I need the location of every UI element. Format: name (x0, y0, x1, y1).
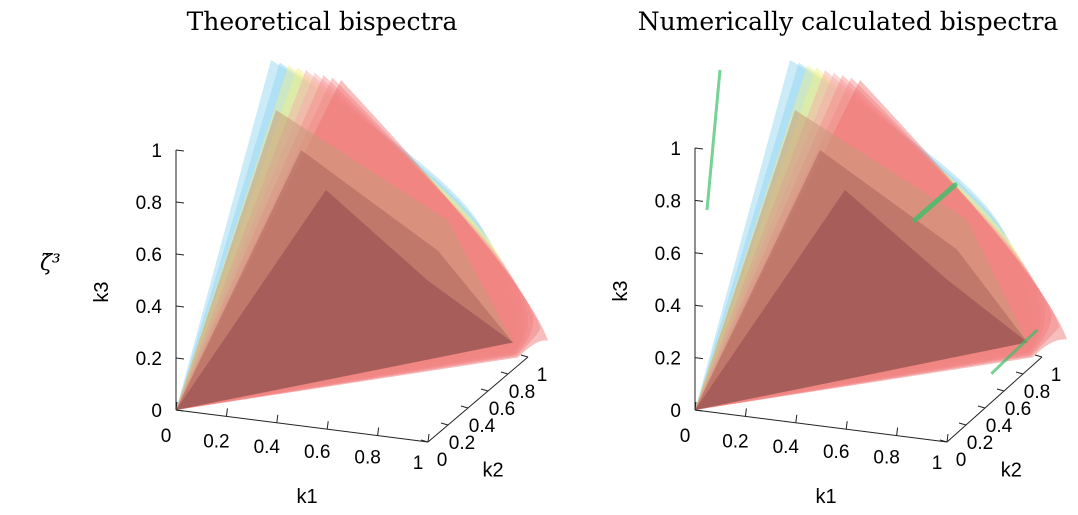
k2-tick-label: 0 (956, 450, 967, 471)
chart-title: Numerically calculated bispectra (638, 7, 1059, 36)
k1-tick-label: 0.4 (254, 437, 281, 458)
k2-tick (996, 388, 1005, 392)
k2-tick-label: 0.4 (469, 416, 496, 437)
k3-tick-label: 0.6 (655, 244, 681, 265)
k3-tick-label: 1 (670, 139, 681, 160)
k1-tick (326, 421, 329, 430)
k3-tick (694, 304, 704, 307)
k3-tick-label: 0.8 (136, 193, 162, 214)
k2-tick (480, 388, 489, 392)
highlight-edge (705, 69, 722, 211)
k2-tick (500, 371, 509, 375)
k1-tick (946, 433, 949, 443)
k2-tick (1015, 371, 1024, 375)
k2-tick-label: 0 (437, 450, 448, 471)
isosurface-core (176, 150, 513, 410)
isosurface-core (176, 190, 513, 410)
k2-axis-line (427, 356, 529, 443)
k2-tick (460, 405, 469, 409)
k1-tick-label: 0.8 (873, 448, 899, 469)
k2-tick (958, 422, 967, 426)
k2-tick-label: 0.6 (1005, 399, 1031, 420)
k3-tick (175, 409, 185, 412)
panel-numerical: Numerically calculated bispectra00.20.40… (610, 7, 1067, 508)
k1-tick-label: 0 (680, 426, 691, 447)
k3-tick (694, 357, 704, 360)
k1-axis-line (694, 409, 948, 443)
k1-tick (427, 433, 430, 443)
k3-tick (175, 253, 185, 256)
k3-tick-label: 0.8 (655, 191, 681, 212)
k3-tick (175, 201, 185, 204)
k2-tick-label: 0.8 (1024, 382, 1050, 403)
k3-axis-label: k3 (610, 280, 632, 301)
k1-tick-label: 0.6 (823, 442, 849, 463)
k3-tick-label: 0 (670, 401, 681, 422)
k1-tick-label: 0.4 (773, 437, 800, 458)
k3-tick (694, 252, 704, 255)
k2-tick-label: 0.8 (509, 382, 535, 403)
isosurfaces (176, 60, 548, 410)
k3-tick (694, 147, 704, 150)
k1-tick (795, 414, 798, 423)
k1-axis-label: k1 (296, 486, 317, 508)
k1-axis-label: k1 (815, 486, 836, 508)
k3-tick (175, 305, 185, 308)
k2-axis-label: k2 (1001, 459, 1022, 481)
axes: 00.20.40.60.810 0.2 0.4 0.6 0.8 1 00.20.40.60.… (91, 141, 547, 508)
k3-axis-label: k3 (91, 281, 113, 302)
k3-tick-label: 0.2 (136, 349, 162, 370)
k2-tick-label: 0.6 (489, 399, 515, 420)
k2-tick (520, 354, 529, 358)
k2-tick (977, 405, 986, 409)
k2-tick (440, 422, 449, 426)
isosurface-core (695, 150, 1028, 410)
axes: 00.20.40.60.810 0.2 0.4 0.6 0.8 1 00.20.40.60.… (610, 139, 1061, 508)
k3-tick-label: 0.4 (136, 297, 163, 318)
k3-tick-label: 0.4 (655, 296, 682, 317)
k2-axis-label: k2 (482, 459, 503, 481)
k2-axis-line (946, 356, 1043, 443)
k1-tick-label: 0.8 (354, 448, 380, 469)
k1-tick-label: 1 (413, 453, 424, 474)
k2-tick-label: 0.4 (986, 416, 1013, 437)
k2-tick (1034, 354, 1043, 358)
k1-tick (694, 401, 697, 411)
k1-tick (175, 401, 178, 411)
chart-title: Theoretical bispectra (187, 7, 458, 36)
k3-tick (694, 199, 704, 202)
isosurfaces (695, 60, 1067, 410)
k1-tick (377, 427, 380, 436)
k3-tick-label: 0.2 (655, 349, 681, 370)
k1-tick-label: 0.2 (722, 431, 748, 452)
k1-tick (896, 427, 899, 436)
k3-tick (175, 149, 185, 152)
k1-tick (276, 414, 279, 423)
row-label: ζ̇³ (40, 251, 61, 276)
k2-tick (939, 439, 948, 443)
k1-tick-label: 0.6 (304, 442, 330, 463)
k1-axis-line (175, 409, 429, 443)
k3-tick (175, 357, 185, 360)
isosurface-core (695, 190, 1028, 410)
k2-tick-label: 0.2 (967, 433, 993, 454)
k1-tick-label: 1 (932, 453, 943, 474)
k2-tick (420, 439, 429, 443)
k1-tick (225, 408, 228, 417)
k1-tick (744, 408, 747, 417)
k2-tick-label: 0.2 (449, 433, 475, 454)
k3-tick-label: 1 (151, 141, 162, 162)
k1-tick-label: 0 (161, 426, 172, 447)
k2-tick-label: 1 (537, 365, 548, 386)
k3-tick-label: 0 (151, 401, 162, 422)
k1-tick (845, 421, 848, 430)
k3-tick-label: 0.6 (136, 245, 162, 266)
highlight-ridge (912, 182, 958, 223)
k3-tick (694, 409, 704, 412)
k1-tick-label: 0.2 (203, 431, 229, 452)
k2-tick-label: 1 (1051, 365, 1062, 386)
highlight-edge (990, 328, 1039, 375)
